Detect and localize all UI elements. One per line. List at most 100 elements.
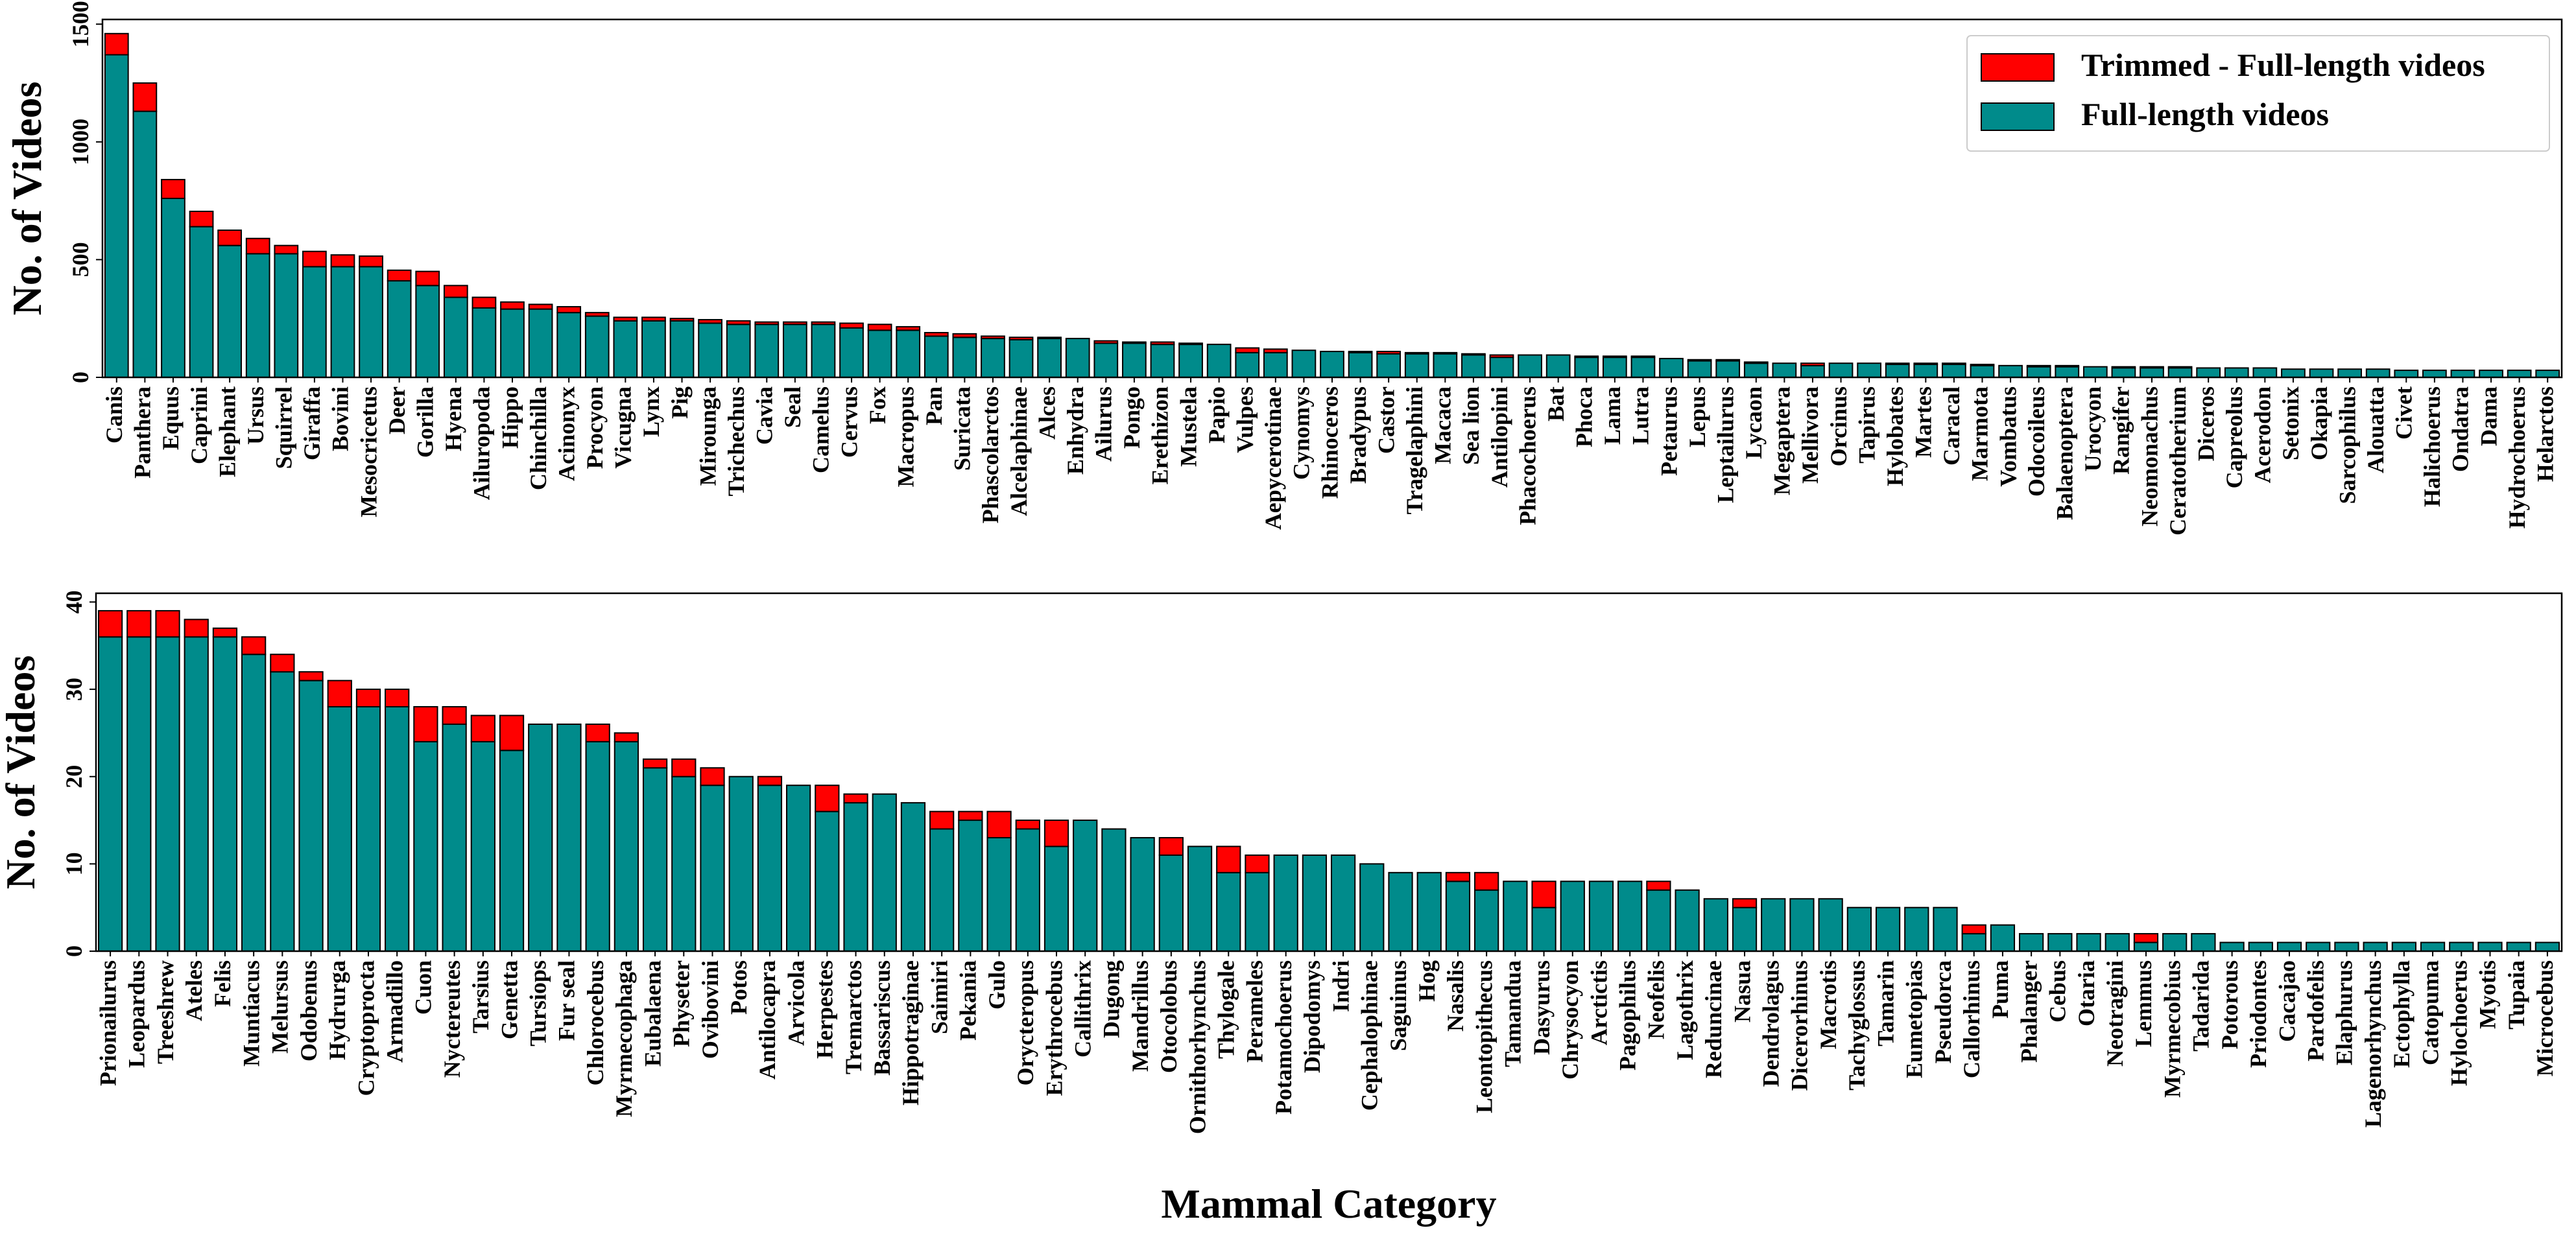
x-tick-label: Cavia	[752, 386, 778, 445]
x-tick-label: Ondatra	[2448, 386, 2474, 472]
bar-full-lutra	[1630, 357, 1656, 379]
bar-trimmed-hyena	[443, 285, 468, 298]
x-tick-label: Erythrocebus	[1041, 960, 1067, 1096]
x-tick-label: Alces	[1034, 386, 1060, 440]
bar-trimmed-cuon	[413, 706, 438, 742]
bar-full-myrmecophaga	[614, 740, 639, 952]
bar-full-balaenoptera	[2055, 366, 2080, 379]
x-tick-label: Physeter	[669, 960, 695, 1047]
bar-full-hydrochoerus	[2507, 370, 2532, 379]
bar-trimmed-mesocricetus	[359, 255, 383, 268]
bar-trimmed-lama	[1602, 355, 1627, 359]
x-tick-label: Catopuma	[2417, 960, 2443, 1065]
bar-trimmed-caprini	[189, 210, 214, 228]
bar-full-hylobates	[1885, 364, 1910, 378]
bar-full-leontopithecus	[1474, 889, 1499, 952]
bar-trimmed-nasalis	[1445, 871, 1471, 882]
x-tick-label: Setonix	[2278, 386, 2304, 460]
x-tick-label: Muntiacus	[238, 960, 264, 1067]
bar-full-otaria	[2076, 933, 2101, 952]
bar-trimmed-prionailurus	[97, 609, 123, 638]
bar-full-saimiri	[929, 828, 955, 952]
bar-full-squirrel	[274, 253, 299, 378]
bar-trimmed-otocolobus	[1158, 836, 1184, 856]
x-tick-label: Fox	[865, 386, 890, 424]
x-tick-label: Mandrillus	[1127, 960, 1153, 1072]
x-tick-label: Equus	[158, 386, 184, 450]
bar-full-megaptera	[1772, 362, 1797, 378]
x-tick-label: Callithrix	[1069, 960, 1095, 1058]
bar-full-hylochoerus	[2449, 941, 2474, 952]
x-tick-label: Hippotraginae	[898, 960, 924, 1105]
legend-swatch	[1981, 102, 2055, 131]
x-tick-label: Diceros	[2193, 386, 2219, 461]
x-tick-label: Cryptoprocta	[353, 960, 379, 1096]
bar-full-catopuma	[2420, 941, 2446, 952]
bar-full-acinonyx	[556, 312, 582, 379]
y-tick-label: 0	[61, 945, 87, 957]
x-tick-label: Deer	[384, 386, 410, 434]
x-tick-label: Prionailurus	[95, 960, 121, 1086]
bar-trimmed-suricata	[952, 333, 977, 338]
bar-trimmed-chinchilla	[528, 303, 553, 310]
bar-full-sarcophilus	[2337, 368, 2362, 379]
x-tick-label: Odobenus	[296, 960, 322, 1061]
bar-full-panthera	[132, 110, 158, 378]
bar-full-pseudorca	[1933, 906, 1958, 952]
bar-full-mandrillus	[1130, 836, 1155, 952]
bar-trimmed-castor	[1376, 351, 1401, 355]
bar-trimmed-thylogale	[1216, 845, 1241, 873]
bar-full-civet	[2394, 370, 2419, 379]
bar-trimmed-gorilla	[415, 270, 440, 287]
bar-full-perameles	[1245, 871, 1270, 952]
bar-trimmed-myrmecophaga	[614, 732, 639, 742]
y-tick-label: 1500	[67, 1, 93, 47]
y-axis-label: No. of Videos	[4, 82, 50, 316]
bar-trimmed-squirrel	[274, 244, 299, 255]
legend-label: Trimmed - Full-length videos	[2081, 47, 2485, 83]
x-tick-label: Tarsius	[468, 960, 494, 1034]
x-tick-label: Mirounga	[695, 386, 721, 486]
x-tick-label: Martes	[1911, 386, 1937, 458]
x-tick-label: Canis	[101, 386, 127, 443]
bar-full-melursus	[270, 671, 295, 952]
bar-full-dicerorhinus	[1789, 898, 1815, 952]
bar-full-erethizon	[1150, 344, 1175, 379]
bar-full-deer	[387, 280, 412, 378]
x-tick-label: Hylobates	[1882, 386, 1908, 486]
bar-full-equus	[161, 198, 185, 378]
bar-full-diceros	[2196, 367, 2221, 379]
y-tick-label: 10	[61, 852, 87, 875]
bar-full-capreolus	[2224, 367, 2249, 379]
bar-full-potamochoerus	[1273, 854, 1298, 952]
x-tick-label: Chinchilla	[525, 386, 551, 490]
x-tick-label: Suricata	[949, 386, 975, 471]
x-tick-label: Acinonyx	[553, 386, 579, 481]
bar-full-bassariscus	[872, 793, 897, 952]
x-tick-label: Antilopini	[1486, 386, 1512, 488]
x-tick-label: Pardofelis	[2302, 960, 2328, 1061]
bar-trimmed-cryptoprocta	[355, 689, 381, 708]
bar-trimmed-seal	[782, 321, 807, 325]
bar-trimmed-muntiacus	[241, 636, 267, 656]
x-tick-label: Potamochoerus	[1270, 960, 1296, 1115]
x-tick-label: Tremarctos	[841, 960, 866, 1074]
x-tick-label: Lynx	[638, 386, 664, 437]
bar-full-lynx	[641, 320, 666, 378]
bar-full-castor	[1376, 353, 1401, 378]
x-tick-label: Otocolobus	[1156, 960, 1182, 1073]
bar-full-hippo	[500, 308, 525, 378]
bar-full-cervus	[839, 327, 864, 379]
x-tick-label: Vombatus	[1995, 386, 2021, 487]
bar-trimmed-ceratotherium	[2167, 366, 2193, 369]
x-tick-label: Bat	[1543, 386, 1569, 421]
bar-full-seal	[782, 324, 807, 378]
bar-trimmed-dasyurus	[1531, 881, 1556, 908]
bar-full-rhinoceros	[1320, 351, 1344, 378]
bar-full-lama	[1602, 357, 1627, 379]
bar-trimmed-physeter	[671, 758, 697, 777]
bar-full-nasalis	[1445, 881, 1471, 952]
bar-trimmed-erythrocebus	[1044, 820, 1069, 847]
bar-trimmed-lycaon	[1743, 361, 1769, 364]
bar-trimmed-macropus	[896, 325, 921, 331]
